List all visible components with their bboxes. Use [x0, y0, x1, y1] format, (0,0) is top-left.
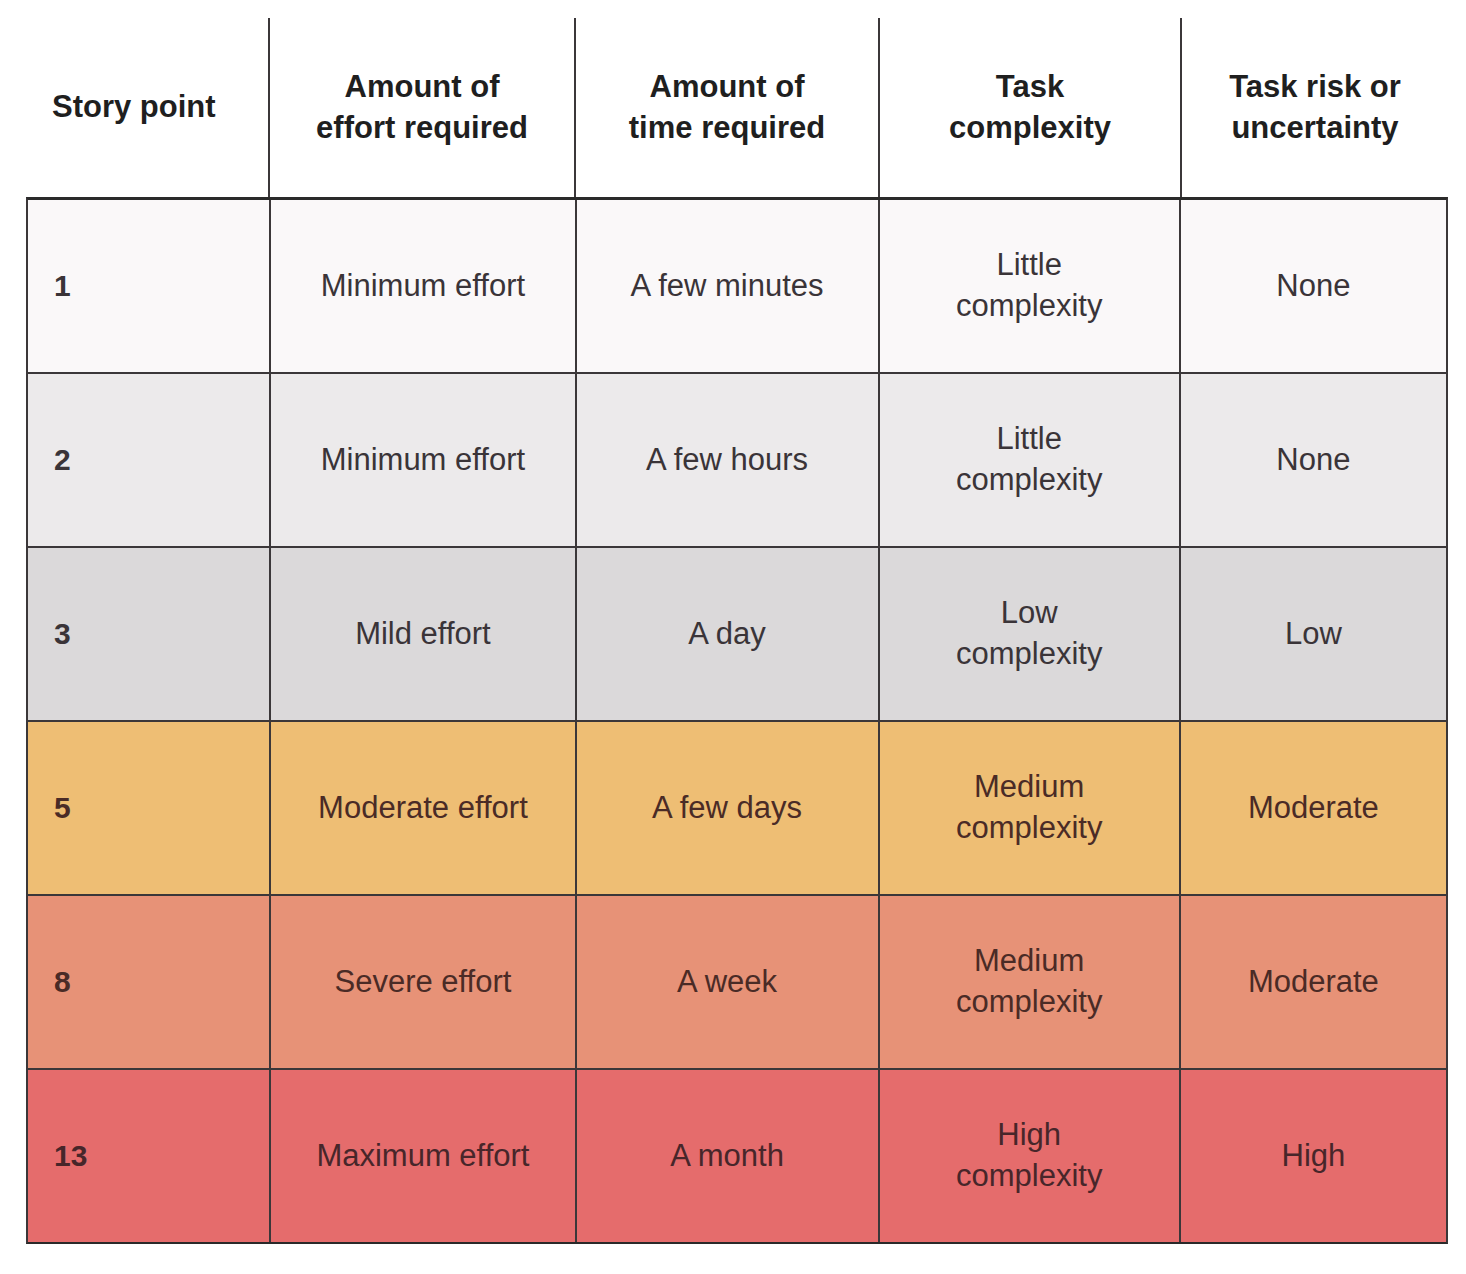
- table: Story point Amount of effort required Am…: [26, 18, 1448, 1244]
- column-header-story-point: Story point: [26, 18, 270, 197]
- cell-risk: Moderate: [1181, 896, 1446, 1068]
- cell-risk: Low: [1181, 548, 1446, 720]
- cell-time: A day: [577, 548, 880, 720]
- cell-risk: None: [1181, 374, 1446, 546]
- story-point-estimation-table: Story point Amount of effort required Am…: [0, 0, 1466, 1274]
- table-body: 1 Minimum effort A few minutes Little co…: [26, 197, 1448, 1244]
- table-row-3: 3 Mild effort A day Low complexity Low: [28, 546, 1446, 720]
- cell-effort: Minimum effort: [271, 374, 576, 546]
- cell-risk: Moderate: [1181, 722, 1446, 894]
- cell-time: A month: [577, 1070, 880, 1242]
- column-header-risk: Task risk or uncertainty: [1182, 18, 1448, 197]
- cell-effort: Severe effort: [271, 896, 576, 1068]
- cell-effort: Moderate effort: [271, 722, 576, 894]
- cell-story-point: 8: [28, 896, 271, 1068]
- cell-complexity: Little complexity: [880, 200, 1181, 372]
- table-row-8: 8 Severe effort A week Medium complexity…: [28, 894, 1446, 1068]
- table-row-2: 2 Minimum effort A few hours Little comp…: [28, 372, 1446, 546]
- column-header-complexity: Task complexity: [880, 18, 1182, 197]
- cell-effort: Mild effort: [271, 548, 576, 720]
- table-row-5: 5 Moderate effort A few days Medium comp…: [28, 720, 1446, 894]
- cell-complexity: Medium complexity: [880, 896, 1181, 1068]
- cell-complexity: Low complexity: [880, 548, 1181, 720]
- cell-time: A week: [577, 896, 880, 1068]
- cell-complexity: Medium complexity: [880, 722, 1181, 894]
- cell-story-point: 1: [28, 200, 271, 372]
- cell-effort: Minimum effort: [271, 200, 576, 372]
- cell-story-point: 2: [28, 374, 271, 546]
- cell-complexity: High complexity: [880, 1070, 1181, 1242]
- cell-story-point: 13: [28, 1070, 271, 1242]
- column-header-time: Amount of time required: [576, 18, 880, 197]
- cell-story-point: 5: [28, 722, 271, 894]
- table-row-1: 1 Minimum effort A few minutes Little co…: [28, 200, 1446, 372]
- cell-time: A few days: [577, 722, 880, 894]
- cell-effort: Maximum effort: [271, 1070, 576, 1242]
- column-header-effort: Amount of effort required: [270, 18, 576, 197]
- cell-time: A few minutes: [577, 200, 880, 372]
- table-header-row: Story point Amount of effort required Am…: [26, 18, 1448, 197]
- cell-story-point: 3: [28, 548, 271, 720]
- cell-complexity: Little complexity: [880, 374, 1181, 546]
- table-row-13: 13 Maximum effort A month High complexit…: [28, 1068, 1446, 1242]
- cell-risk: High: [1181, 1070, 1446, 1242]
- cell-risk: None: [1181, 200, 1446, 372]
- cell-time: A few hours: [577, 374, 880, 546]
